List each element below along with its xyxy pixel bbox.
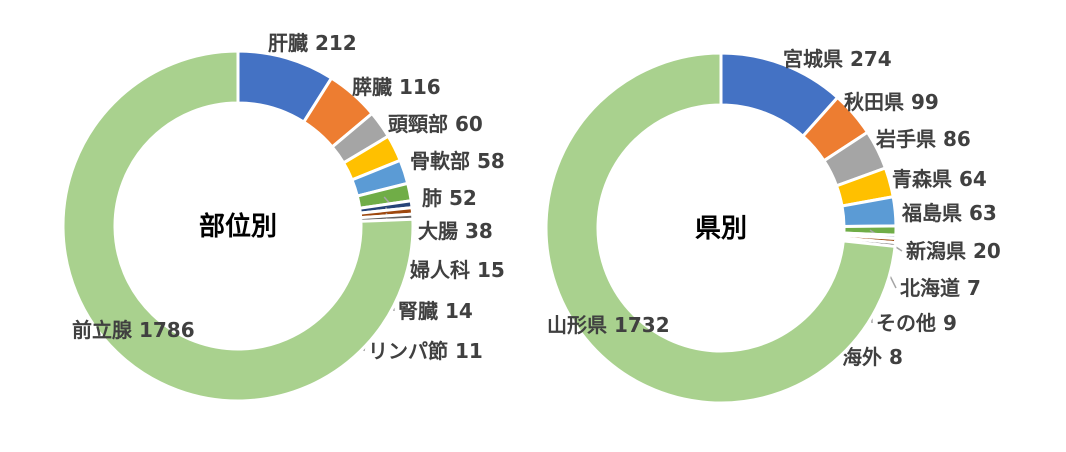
donut-slice-10 [61, 49, 415, 403]
data-label: 肝臓 212 [268, 31, 357, 55]
chart-title: 部位別 [199, 211, 277, 242]
donut-chart-prefecture: 宮城県 274 秋田県 99 岩手県 86 青森県 64 福島県 63 新潟県 20 北海道… [544, 47, 1001, 405]
data-label: 岩手県 86 [875, 127, 971, 151]
data-label: 頭頸部 60 [388, 112, 483, 136]
data-label: 北海道 7 [900, 276, 981, 300]
data-label: 秋田県 99 [844, 90, 939, 114]
data-label: 山形県 1732 [547, 313, 670, 337]
data-label: 腎臓 14 [398, 299, 473, 323]
data-label: 福島県 63 [901, 201, 997, 225]
data-label: 新潟県 20 [906, 239, 1001, 263]
donut-slice-10 [544, 51, 897, 405]
data-label: 膵臓 116 [352, 75, 441, 99]
data-label: 大腸 38 [418, 219, 493, 243]
data-label: 宮城県 274 [783, 47, 892, 71]
data-label: その他 9 [876, 311, 957, 335]
data-label: 肺 52 [422, 186, 477, 210]
data-label: 海外 8 [842, 345, 903, 369]
donut-chart-body-part: 肝臓 212 膵臓 116 頭頸部 60 骨軟部 58 肺 52 大腸 38 婦人科 15 腎… [61, 31, 505, 403]
data-label: 婦人科 15 [409, 258, 505, 282]
data-label: 前立腺 1786 [72, 318, 195, 342]
data-label: 青森県 64 [892, 167, 987, 191]
data-label: 骨軟部 58 [410, 149, 505, 173]
data-label: リンパ節 11 [368, 339, 483, 363]
chart-title: 県別 [695, 214, 747, 244]
